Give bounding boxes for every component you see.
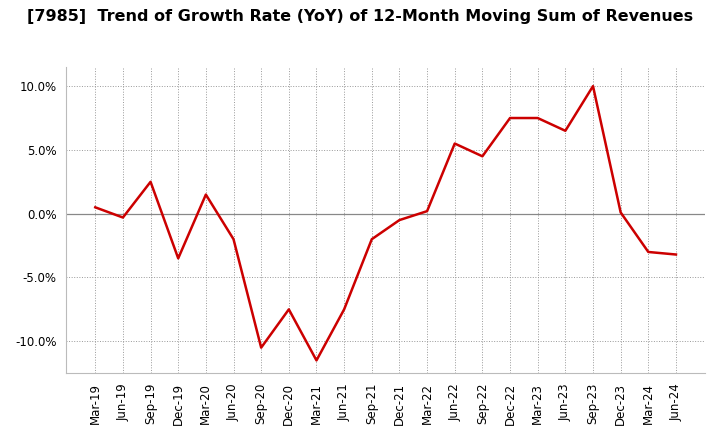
Text: [7985]  Trend of Growth Rate (YoY) of 12-Month Moving Sum of Revenues: [7985] Trend of Growth Rate (YoY) of 12-…	[27, 9, 693, 24]
